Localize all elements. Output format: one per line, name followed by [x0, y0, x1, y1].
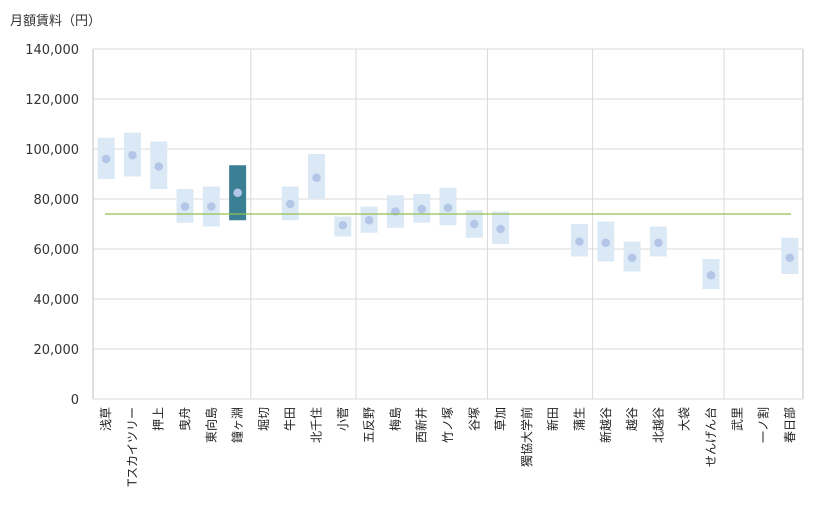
- mean-dot: [207, 202, 216, 211]
- mean-dot: [601, 238, 611, 248]
- mean-dot: [706, 270, 716, 280]
- y-tick-label: 140,000: [25, 43, 79, 58]
- mean-dot: [312, 173, 321, 183]
- x-tick-label: 鐘ヶ淵: [230, 407, 245, 443]
- x-tick-label: 堀切: [256, 407, 271, 431]
- mean-dot: [443, 203, 453, 213]
- y-tick-label: 40,000: [34, 293, 80, 308]
- mean-dot: [285, 199, 295, 209]
- x-tick-label: 武里: [730, 407, 744, 431]
- x-tick-label: せんげん台: [703, 407, 718, 467]
- x-tick-label: 小菅: [336, 407, 350, 431]
- mean-dot: [101, 154, 111, 164]
- x-tick-label: 春日部: [782, 407, 797, 443]
- x-tick-label: 浅草: [99, 407, 113, 431]
- x-tick-label: 牛田: [282, 407, 297, 431]
- x-tick-label: 曳舟: [178, 407, 192, 431]
- x-tick-label: 竹ノ塚: [441, 407, 455, 443]
- x-tick-label: 一ノ割: [756, 407, 771, 443]
- mean-dot: [785, 253, 795, 263]
- mean-dot: [627, 253, 637, 263]
- x-tick-label: 北千住: [310, 407, 324, 443]
- x-tick-label: Tスカイツリー: [125, 407, 139, 487]
- x-tick-label: 押上: [152, 407, 166, 431]
- x-tick-label: 新田: [545, 407, 560, 431]
- mean-dot: [233, 188, 242, 198]
- x-tick-label: 五反野: [362, 407, 376, 443]
- mean-dot: [417, 204, 427, 214]
- y-tick-label: 20,000: [34, 343, 80, 358]
- x-tick-label: 越谷: [625, 407, 639, 431]
- mean-dot: [154, 162, 164, 171]
- x-tick-label: 新越谷: [598, 407, 613, 443]
- y-tick-label: 100,000: [25, 143, 79, 158]
- mean-dot: [496, 224, 505, 234]
- mean-dot: [575, 237, 584, 246]
- x-tick-label: 西新井: [414, 407, 429, 443]
- x-tick-label: 獨協大学前: [519, 407, 534, 467]
- mean-dot: [128, 150, 137, 160]
- mean-dot: [180, 202, 190, 211]
- mean-dot: [469, 219, 479, 229]
- x-tick-label: 谷塚: [467, 407, 481, 431]
- x-tick-label: 北越谷: [651, 407, 665, 443]
- x-tick-label: 梅島: [387, 407, 402, 431]
- mean-dot: [654, 238, 663, 248]
- x-tick-label: 大袋: [678, 407, 692, 431]
- y-tick-label: 0: [71, 393, 79, 408]
- y-tick-label: 120,000: [25, 93, 79, 108]
- y-tick-label: 80,000: [34, 193, 80, 208]
- mean-dot: [364, 215, 374, 225]
- x-tick-label: 蒲生: [572, 407, 586, 431]
- y-tick-label: 60,000: [34, 243, 80, 258]
- chart-title: 月額賃料（円）: [10, 14, 102, 29]
- mean-dot: [338, 220, 348, 230]
- x-tick-label: 草加: [494, 407, 508, 431]
- x-tick-label: 東向島: [203, 407, 218, 443]
